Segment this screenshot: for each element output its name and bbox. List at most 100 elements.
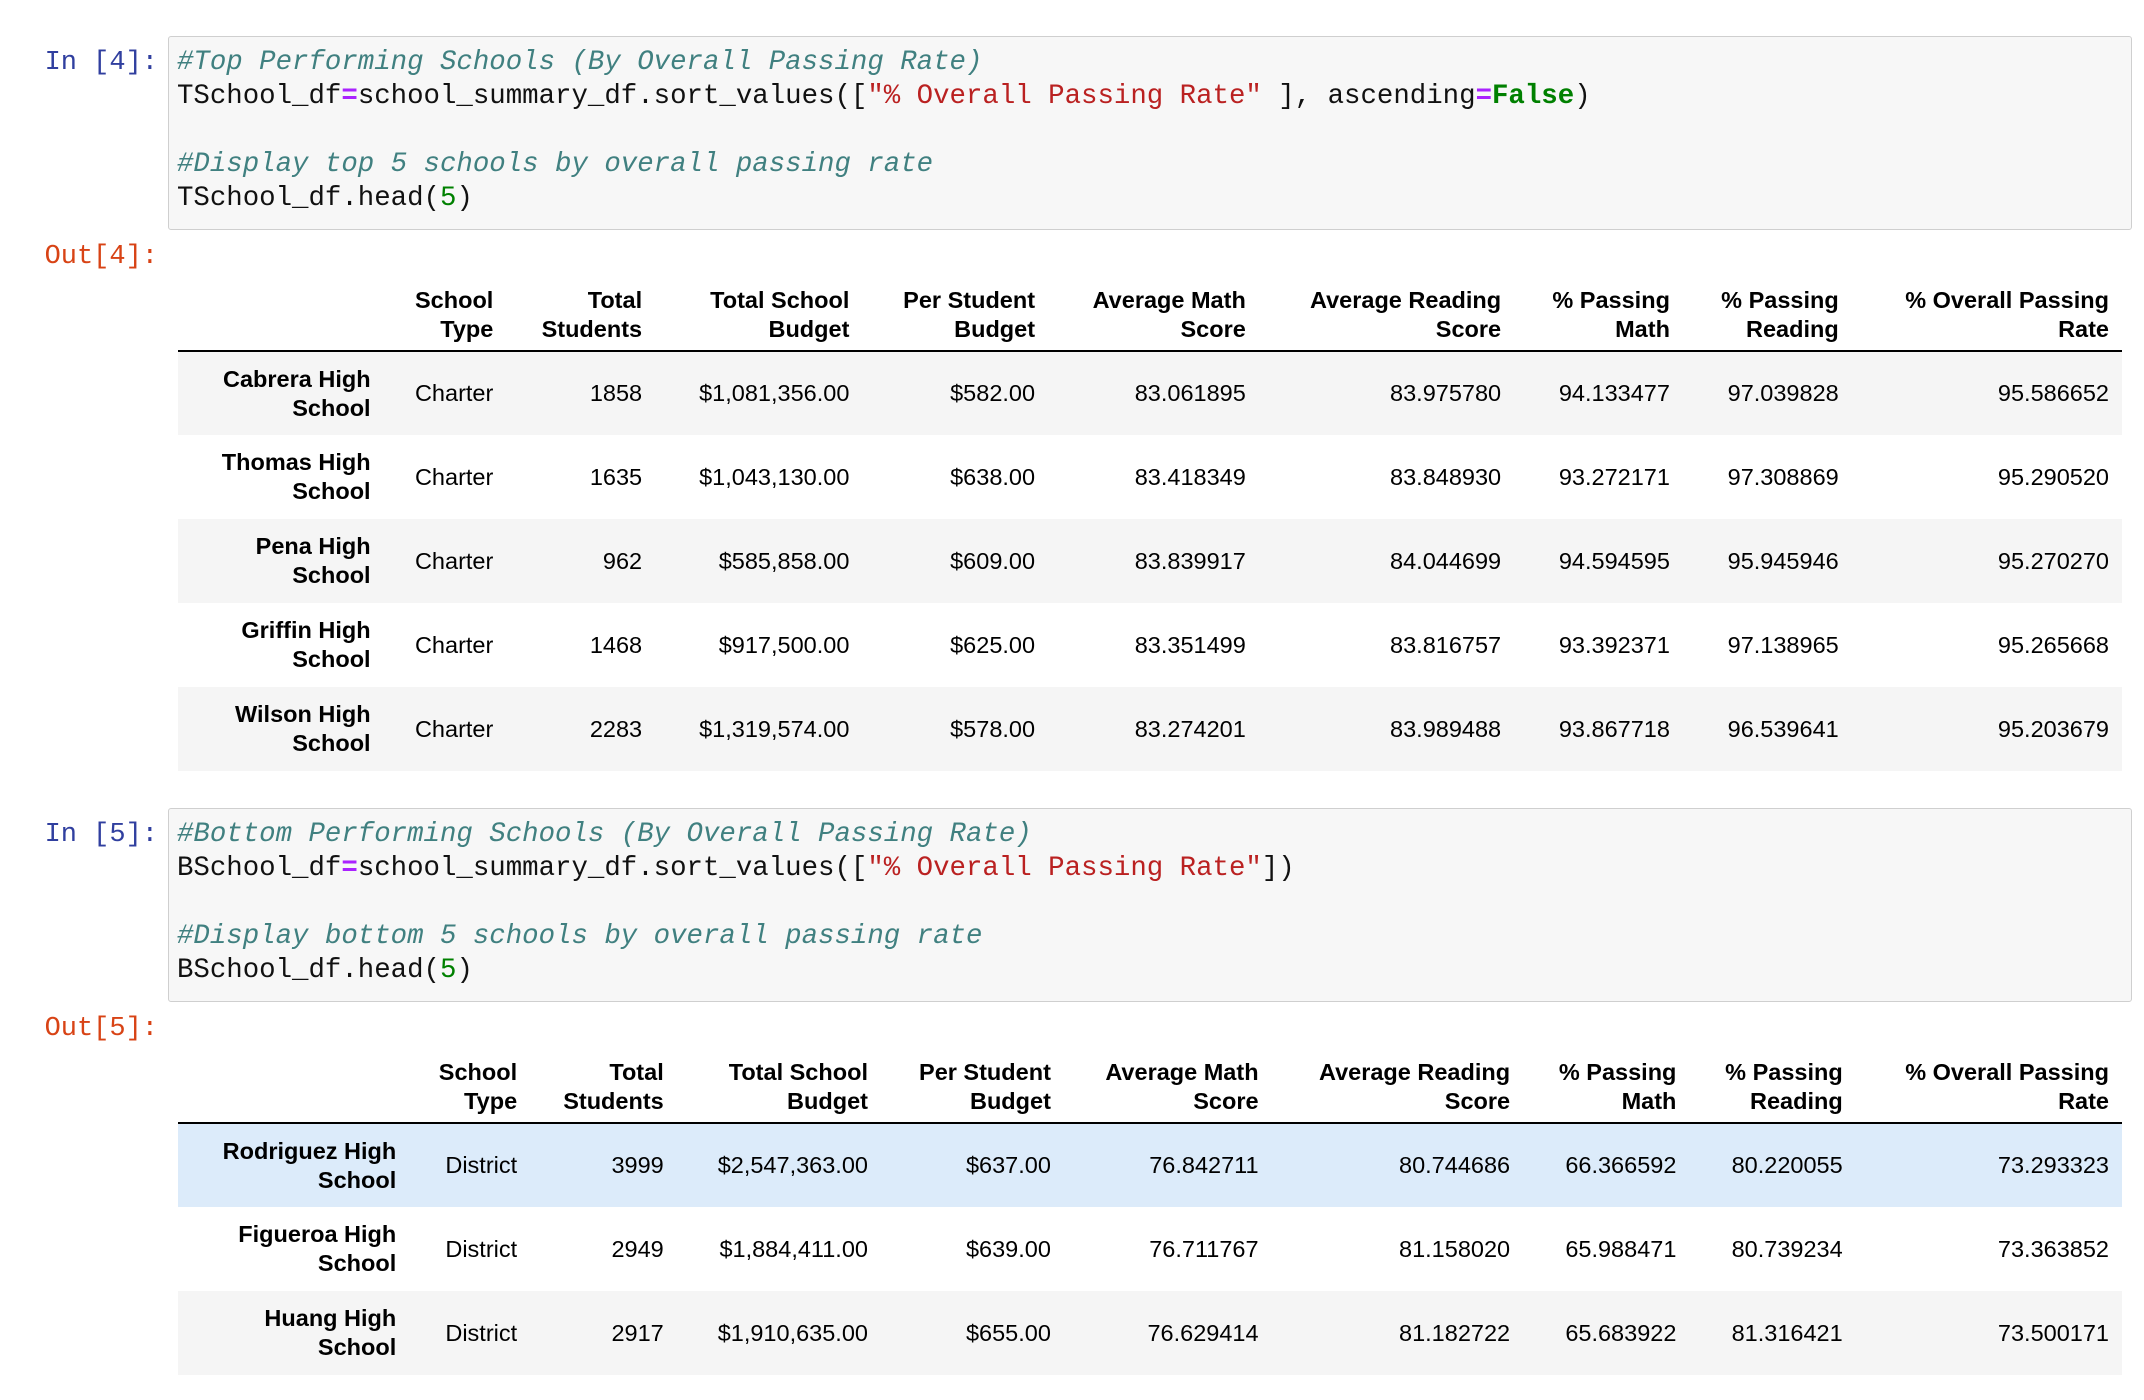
code-editor[interactable]: #Top Performing Schools (By Overall Pass…	[168, 36, 2132, 230]
column-header: Average Math Score	[1063, 1052, 1272, 1124]
table-cell: Charter	[414, 631, 494, 658]
code-token: False	[1492, 81, 1575, 112]
column-header: Average Reading Score	[1258, 280, 1515, 352]
table-cell: 66.366592	[1565, 1152, 1677, 1178]
code-token: #Bottom Performing Schools (By Overall P…	[177, 819, 1032, 850]
table-row: Cabrera High School Charter 1858 $1,081,356…	[178, 351, 2122, 435]
code-token: "% Overall Passing Rate"	[867, 853, 1262, 884]
code-token: ], ascending	[1261, 81, 1476, 112]
table-cell: 83.848930	[1390, 463, 1502, 490]
table-cell: 73.500171	[1997, 1319, 2109, 1346]
code-token: ])	[1261, 853, 1295, 884]
column-header: % Overall Passing Rate	[1851, 280, 2122, 352]
table-cell: Charter	[414, 380, 494, 406]
table-cell: District	[445, 1235, 518, 1262]
code-token: school_summary_df.sort_values([	[357, 81, 868, 112]
input-prompt: In [4]:	[44, 48, 158, 78]
output-prompt: Out[5]:	[44, 1014, 158, 1044]
code-token: 5	[440, 183, 457, 214]
table-cell: 65.683922	[1565, 1319, 1677, 1346]
table-cell: 95.270270	[1997, 547, 2109, 574]
table-cell: $638.00	[950, 463, 1036, 490]
column-header: % Overall Passing Rate	[1855, 1052, 2122, 1124]
table-cell: 76.711767	[1149, 1235, 1259, 1262]
table-header: School Type Total Students Total School Bu…	[178, 280, 2122, 352]
table-cell: $1,043,130.00	[699, 463, 850, 490]
code-line: BSchool_df=school_summary_df.sort_values…	[177, 852, 2123, 886]
header-row: School Type Total Students Total School Bu…	[178, 1052, 2122, 1124]
code-token: )	[456, 183, 473, 214]
code-line: #Bottom Performing Schools (By Overall P…	[177, 818, 2123, 852]
column-header: Total School Budget	[655, 280, 863, 352]
code-line	[177, 114, 2123, 148]
table-cell: 83.061895	[1134, 380, 1246, 406]
table-cell: $1,081,356.00	[699, 380, 850, 406]
code-line: #Display bottom 5 schools by overall pas…	[177, 920, 2123, 954]
table-cell: 95.203679	[1997, 715, 2109, 742]
table-cell: $1,884,411.00	[719, 1235, 868, 1262]
code-token: #Top Performing Schools (By Overall Pass…	[177, 47, 983, 78]
table-cell: Charter	[414, 547, 494, 574]
column-header: Total Students	[506, 280, 656, 352]
column-header: School Type	[409, 1052, 531, 1124]
code-token: =	[341, 853, 358, 884]
table-cell: District	[445, 1152, 518, 1178]
row-label: Figueroa High School	[238, 1221, 397, 1276]
table-row: Figueroa High School District 2949 $1,884,4…	[178, 1207, 2122, 1291]
dataframe-table: School Type Total Students Total School Bu…	[178, 1052, 2122, 1375]
column-header: Average Math Score	[1048, 280, 1259, 352]
table-cell: 76.629414	[1147, 1319, 1259, 1346]
table-cell: 80.220055	[1731, 1152, 1843, 1178]
table-cell: 83.418349	[1134, 463, 1246, 490]
code-token: BSchool_df	[177, 853, 342, 884]
output-prompt: Out[4]:	[44, 242, 158, 272]
table-cell: 83.816757	[1390, 631, 1502, 658]
table-cell: 73.293323	[1997, 1152, 2109, 1178]
column-header: % Passing Math	[1523, 1052, 1690, 1124]
code-line	[177, 886, 2123, 920]
code-editor[interactable]: #Bottom Performing Schools (By Overall P…	[168, 808, 2132, 1002]
table-cell: 81.158020	[1399, 1235, 1511, 1262]
table-cell: 1468	[589, 631, 643, 658]
code-token: )	[1574, 81, 1591, 112]
table-cell: 97.138965	[1727, 631, 1839, 658]
row-label: Huang High School	[264, 1305, 397, 1360]
input-prompt: In [5]:	[44, 820, 158, 850]
table-cell: 83.351499	[1134, 631, 1246, 658]
code-token: BSchool_df.head(	[177, 955, 440, 986]
table-body: Rodriguez High School District 3999 $2,547,…	[178, 1123, 2122, 1375]
table-row: Wilson High School Charter 2283 $1,319,574.…	[178, 687, 2122, 771]
table-cell: 93.272171	[1558, 463, 1670, 490]
table-cell: $609.00	[950, 547, 1036, 574]
table-cell: 81.316421	[1731, 1319, 1843, 1346]
table-cell: 95.265668	[1997, 631, 2109, 658]
code-token: #Display bottom 5 schools by overall pas…	[177, 921, 983, 952]
column-header: Average Reading Score	[1271, 1052, 1524, 1124]
table-cell: 3999	[611, 1152, 664, 1178]
table-row: Thomas High School Charter 1635 $1,043,130.…	[178, 435, 2122, 519]
table-cell: 1858	[589, 380, 643, 406]
table-cell: 83.274201	[1134, 715, 1246, 742]
table-cell: 2283	[589, 715, 643, 742]
code-line: TSchool_df.head(5)	[177, 182, 2123, 216]
table-cell: $582.00	[950, 380, 1036, 406]
code-token: =	[1475, 81, 1492, 112]
table-cell: $655.00	[965, 1319, 1051, 1346]
table-cell: 80.739234	[1731, 1235, 1843, 1262]
table-cell: 95.586652	[1997, 380, 2109, 406]
table-cell: $637.00	[965, 1152, 1051, 1178]
table-cell: 2949	[611, 1235, 664, 1262]
table-cell: 97.308869	[1727, 463, 1839, 490]
table-cell: 96.539641	[1727, 715, 1839, 742]
code-line: #Top Performing Schools (By Overall Pass…	[177, 46, 2123, 80]
table-cell: 65.988471	[1565, 1235, 1677, 1262]
table-row: Rodriguez High School District 3999 $2,547,…	[178, 1123, 2122, 1207]
code-line: #Display top 5 schools by overall passin…	[177, 148, 2123, 182]
table-cell: 76.842711	[1149, 1152, 1259, 1178]
index-header	[178, 280, 384, 352]
table-cell: 93.867718	[1558, 715, 1670, 742]
code-line: TSchool_df=school_summary_df.sort_values…	[177, 80, 2123, 114]
column-header: Total School Budget	[676, 1052, 881, 1124]
table-cell: 95.945946	[1727, 547, 1839, 574]
